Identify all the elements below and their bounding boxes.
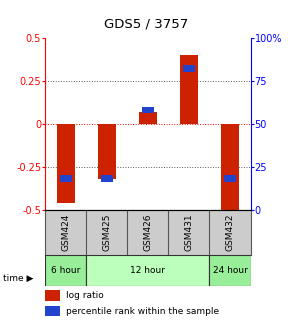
Bar xyxy=(45,290,60,301)
Bar xyxy=(221,124,239,210)
Bar xyxy=(224,175,236,182)
Text: 12 hour: 12 hour xyxy=(130,266,166,275)
Bar xyxy=(180,55,198,124)
Text: GSM432: GSM432 xyxy=(226,214,234,251)
Bar xyxy=(45,255,86,286)
Text: 24 hour: 24 hour xyxy=(212,266,248,275)
Bar xyxy=(183,65,195,72)
Text: time ▶: time ▶ xyxy=(3,274,33,283)
Text: GSM424: GSM424 xyxy=(62,214,70,251)
Bar xyxy=(209,255,251,286)
Text: percentile rank within the sample: percentile rank within the sample xyxy=(66,307,219,316)
Text: GSM426: GSM426 xyxy=(144,214,152,251)
Bar xyxy=(57,124,75,203)
Text: 6 hour: 6 hour xyxy=(51,266,81,275)
Text: GSM431: GSM431 xyxy=(185,214,193,251)
Bar xyxy=(139,112,157,124)
Bar xyxy=(45,306,60,316)
Text: GSM425: GSM425 xyxy=(103,214,111,251)
Bar xyxy=(60,175,72,182)
Bar xyxy=(101,175,113,182)
Bar xyxy=(142,107,154,113)
Text: log ratio: log ratio xyxy=(66,291,104,300)
Text: GDS5 / 3757: GDS5 / 3757 xyxy=(104,18,189,31)
Bar xyxy=(86,255,209,286)
Bar xyxy=(98,124,116,179)
